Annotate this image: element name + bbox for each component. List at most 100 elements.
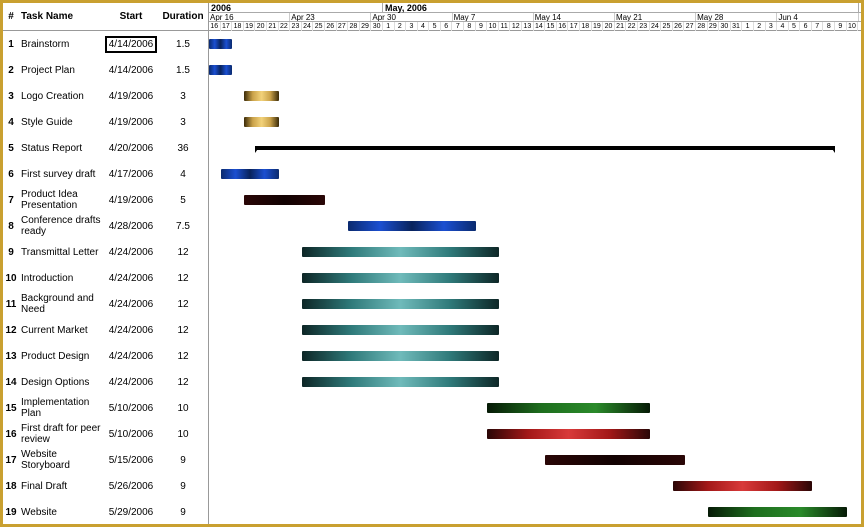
task-name[interactable]: Design Options bbox=[19, 377, 101, 388]
task-duration[interactable]: 12 bbox=[161, 351, 205, 362]
col-header-name[interactable]: Task Name bbox=[19, 11, 101, 22]
task-start[interactable]: 4/19/2006 bbox=[101, 195, 161, 206]
task-name[interactable]: Status Report bbox=[19, 143, 101, 154]
gantt-bar[interactable] bbox=[302, 247, 499, 257]
summary-bar[interactable] bbox=[255, 146, 835, 150]
table-row[interactable]: 5Status Report4/20/200636 bbox=[3, 135, 208, 161]
table-row[interactable]: 13Product Design4/24/200612 bbox=[3, 343, 208, 369]
task-name[interactable]: Product Design bbox=[19, 351, 101, 362]
task-name[interactable]: Website bbox=[19, 507, 101, 518]
task-start[interactable]: 4/24/2006 bbox=[101, 377, 161, 388]
gantt-bar[interactable] bbox=[244, 91, 279, 101]
table-row[interactable]: 18Final Draft5/26/20069 bbox=[3, 473, 208, 499]
task-duration[interactable]: 12 bbox=[161, 247, 205, 258]
task-start[interactable]: 4/19/2006 bbox=[101, 117, 161, 128]
task-start[interactable]: 5/15/2006 bbox=[101, 455, 161, 466]
task-name[interactable]: Implementation Plan bbox=[19, 397, 101, 419]
task-duration[interactable]: 10 bbox=[161, 429, 205, 440]
task-name[interactable]: Introduction bbox=[19, 273, 101, 284]
task-name[interactable]: Background and Need bbox=[19, 293, 101, 315]
task-duration[interactable]: 9 bbox=[161, 455, 205, 466]
task-start[interactable]: 5/10/2006 bbox=[101, 403, 161, 414]
task-duration[interactable]: 3 bbox=[161, 91, 205, 102]
table-row[interactable]: 17Website Storyboard5/15/20069 bbox=[3, 447, 208, 473]
task-duration[interactable]: 1.5 bbox=[161, 65, 205, 76]
task-duration[interactable]: 7.5 bbox=[161, 221, 205, 232]
task-duration[interactable]: 1.5 bbox=[161, 39, 205, 50]
task-duration[interactable]: 36 bbox=[161, 143, 205, 154]
task-name[interactable]: Brainstorm bbox=[19, 39, 101, 50]
task-start[interactable]: 5/26/2006 bbox=[101, 481, 161, 492]
task-name[interactable]: Transmittal Letter bbox=[19, 247, 101, 258]
col-header-start[interactable]: Start bbox=[101, 11, 161, 22]
table-row[interactable]: 15Implementation Plan5/10/200610 bbox=[3, 395, 208, 421]
table-row[interactable]: 1Brainstorm4/14/20061.5 bbox=[3, 31, 208, 57]
gantt-bar[interactable] bbox=[673, 481, 812, 491]
table-row[interactable]: 19Website5/29/20069 bbox=[3, 499, 208, 525]
table-row[interactable]: 7Product Idea Presentation4/19/20065 bbox=[3, 187, 208, 213]
task-start[interactable]: 4/24/2006 bbox=[101, 247, 161, 258]
task-duration[interactable]: 9 bbox=[161, 481, 205, 492]
gantt-bar[interactable] bbox=[348, 221, 476, 231]
gantt-bar[interactable] bbox=[244, 117, 279, 127]
task-duration[interactable]: 3 bbox=[161, 117, 205, 128]
col-header-dur[interactable]: Duration bbox=[161, 11, 205, 22]
task-name[interactable]: Website Storyboard bbox=[19, 449, 101, 471]
gantt-bar[interactable] bbox=[209, 39, 232, 49]
table-row[interactable]: 2Project Plan4/14/20061.5 bbox=[3, 57, 208, 83]
task-duration[interactable]: 12 bbox=[161, 299, 205, 310]
task-start[interactable]: 5/29/2006 bbox=[101, 507, 161, 518]
task-duration[interactable]: 10 bbox=[161, 403, 205, 414]
table-row[interactable]: 6First survey draft4/17/20064 bbox=[3, 161, 208, 187]
task-duration[interactable]: 4 bbox=[161, 169, 205, 180]
gantt-bar[interactable] bbox=[302, 377, 499, 387]
gantt-bar[interactable] bbox=[244, 195, 325, 205]
task-duration[interactable]: 9 bbox=[161, 507, 205, 518]
table-row[interactable]: 8Conference drafts ready4/28/20067.5 bbox=[3, 213, 208, 239]
task-name[interactable]: First survey draft bbox=[19, 169, 101, 180]
table-row[interactable]: 12Current Market4/24/200612 bbox=[3, 317, 208, 343]
task-name[interactable]: Project Plan bbox=[19, 65, 101, 76]
table-row[interactable]: 10Introduction4/24/200612 bbox=[3, 265, 208, 291]
task-start[interactable]: 4/14/2006 bbox=[101, 36, 161, 53]
gantt-bar[interactable] bbox=[209, 65, 232, 75]
task-name[interactable]: Final Draft bbox=[19, 481, 101, 492]
task-start[interactable]: 4/28/2006 bbox=[101, 221, 161, 232]
gantt-bar[interactable] bbox=[302, 325, 499, 335]
task-name[interactable]: Conference drafts ready bbox=[19, 215, 101, 237]
gantt-bar[interactable] bbox=[221, 169, 279, 179]
table-row[interactable]: 9Transmittal Letter4/24/200612 bbox=[3, 239, 208, 265]
table-row[interactable]: 11Background and Need4/24/200612 bbox=[3, 291, 208, 317]
task-duration[interactable]: 12 bbox=[161, 273, 205, 284]
task-duration[interactable]: 12 bbox=[161, 325, 205, 336]
gantt-bar[interactable] bbox=[487, 429, 649, 439]
task-start[interactable]: 4/24/2006 bbox=[101, 273, 161, 284]
task-start[interactable]: 4/17/2006 bbox=[101, 169, 161, 180]
gantt-bar[interactable] bbox=[302, 299, 499, 309]
table-row[interactable]: 14Design Options4/24/200612 bbox=[3, 369, 208, 395]
task-start[interactable]: 4/20/2006 bbox=[101, 143, 161, 154]
table-row[interactable]: 4Style Guide4/19/20063 bbox=[3, 109, 208, 135]
task-duration[interactable]: 5 bbox=[161, 195, 205, 206]
gantt-bar[interactable] bbox=[487, 403, 649, 413]
task-name[interactable]: Style Guide bbox=[19, 117, 101, 128]
task-name[interactable]: Product Idea Presentation bbox=[19, 189, 101, 211]
task-start[interactable]: 4/19/2006 bbox=[101, 91, 161, 102]
task-duration[interactable]: 12 bbox=[161, 377, 205, 388]
task-start[interactable]: 5/10/2006 bbox=[101, 429, 161, 440]
task-name[interactable]: Current Market bbox=[19, 325, 101, 336]
task-start[interactable]: 4/14/2006 bbox=[101, 65, 161, 76]
gantt-bar[interactable] bbox=[545, 455, 684, 465]
gantt-bar[interactable] bbox=[302, 351, 499, 361]
task-name[interactable]: First draft for peer review bbox=[19, 423, 101, 445]
table-row[interactable]: 16First draft for peer review5/10/200610 bbox=[3, 421, 208, 447]
task-start[interactable]: 4/24/2006 bbox=[101, 325, 161, 336]
task-start[interactable]: 4/24/2006 bbox=[101, 299, 161, 310]
gantt-bar[interactable] bbox=[708, 507, 847, 517]
gantt-bar[interactable] bbox=[302, 273, 499, 283]
col-header-num[interactable]: # bbox=[3, 11, 19, 22]
task-name[interactable]: Logo Creation bbox=[19, 91, 101, 102]
task-start[interactable]: 4/24/2006 bbox=[101, 351, 161, 362]
timeline-pane[interactable]: 2006May, 2006 Apr 16Apr 23Apr 30May 7May… bbox=[209, 3, 861, 524]
table-row[interactable]: 3Logo Creation4/19/20063 bbox=[3, 83, 208, 109]
